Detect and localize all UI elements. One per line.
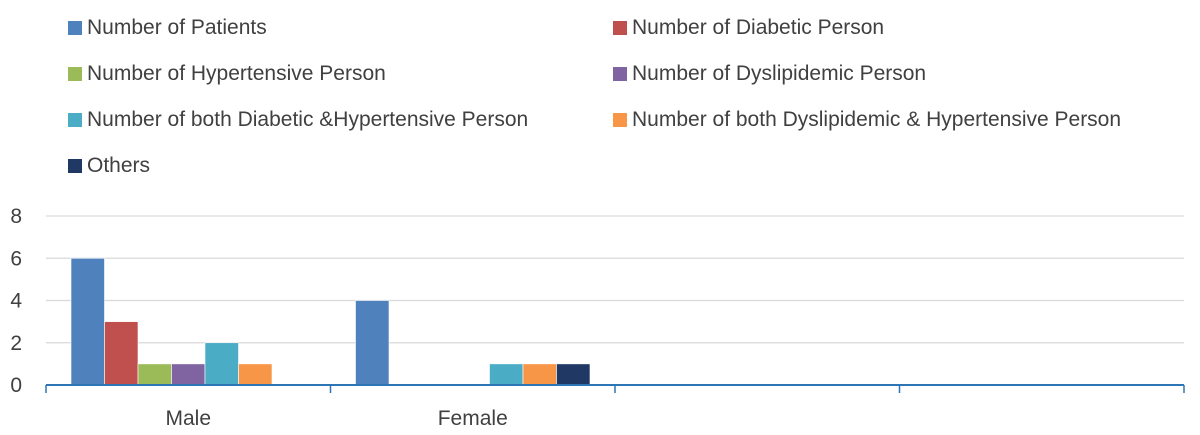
legend-item: Number of Patients [68,16,267,40]
legend-item: Number of both Dyslipidemic & Hypertensi… [613,108,1121,132]
bar [238,363,273,386]
legend-label: Number of Diabetic Person [632,16,885,39]
legend-swatch [68,21,82,35]
axes-group: 0 2 4 6 8 Male Female [10,205,1185,430]
legend-swatch [68,67,82,81]
bars-group [70,257,591,386]
legend-item: Number of Dyslipidemic Person [613,62,926,86]
legend-label: Number of Hypertensive Person [87,62,386,85]
legend-label: Others [87,154,151,177]
legend-item: Number of both Diabetic &Hypertensive Pe… [68,108,528,132]
legend-swatch [68,113,82,127]
bar [489,363,524,386]
bar [355,300,390,386]
bar [556,363,591,386]
legend-label: Number of Patients [87,16,267,39]
x-tick-label: Male [165,407,211,430]
y-tick-label: 6 [10,247,22,270]
bar [104,321,139,386]
bar [522,363,557,386]
legend-item: Others [68,154,150,178]
y-tick-label: 8 [10,205,22,228]
y-tick-label: 4 [10,290,22,313]
legend-label: Number of Dyslipidemic Person [632,62,927,85]
legend-label: Number of both Dyslipidemic & Hypertensi… [632,108,1122,131]
y-tick-label: 0 [10,374,22,397]
bar [70,257,105,386]
legend-swatch [68,159,82,173]
legend-label: Number of both Diabetic &Hypertensive Pe… [87,108,529,131]
bar [171,363,206,386]
legend-item: Number of Hypertensive Person [68,62,386,86]
legend-swatch [613,113,627,127]
legend-swatch [613,67,627,81]
legend-swatch [613,21,627,35]
bar [137,363,172,386]
bar [204,342,239,386]
gridlines [46,215,1184,344]
legend-item: Number of Diabetic Person [613,16,884,40]
y-tick-label: 2 [10,332,22,355]
x-tick-label: Female [438,407,508,430]
